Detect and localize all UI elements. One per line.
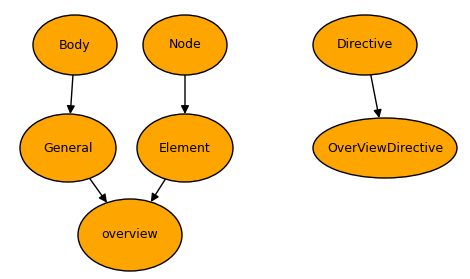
Ellipse shape xyxy=(143,15,227,75)
Text: overview: overview xyxy=(102,229,158,242)
Text: Element: Element xyxy=(159,141,211,155)
Text: General: General xyxy=(43,141,93,155)
Text: Directive: Directive xyxy=(337,39,393,52)
Ellipse shape xyxy=(78,199,182,271)
Text: OverViewDirective: OverViewDirective xyxy=(327,141,443,155)
Ellipse shape xyxy=(33,15,117,75)
Ellipse shape xyxy=(20,114,116,182)
Ellipse shape xyxy=(313,118,457,178)
Ellipse shape xyxy=(137,114,233,182)
Ellipse shape xyxy=(313,15,417,75)
Text: Body: Body xyxy=(59,39,91,52)
Text: Node: Node xyxy=(169,39,201,52)
